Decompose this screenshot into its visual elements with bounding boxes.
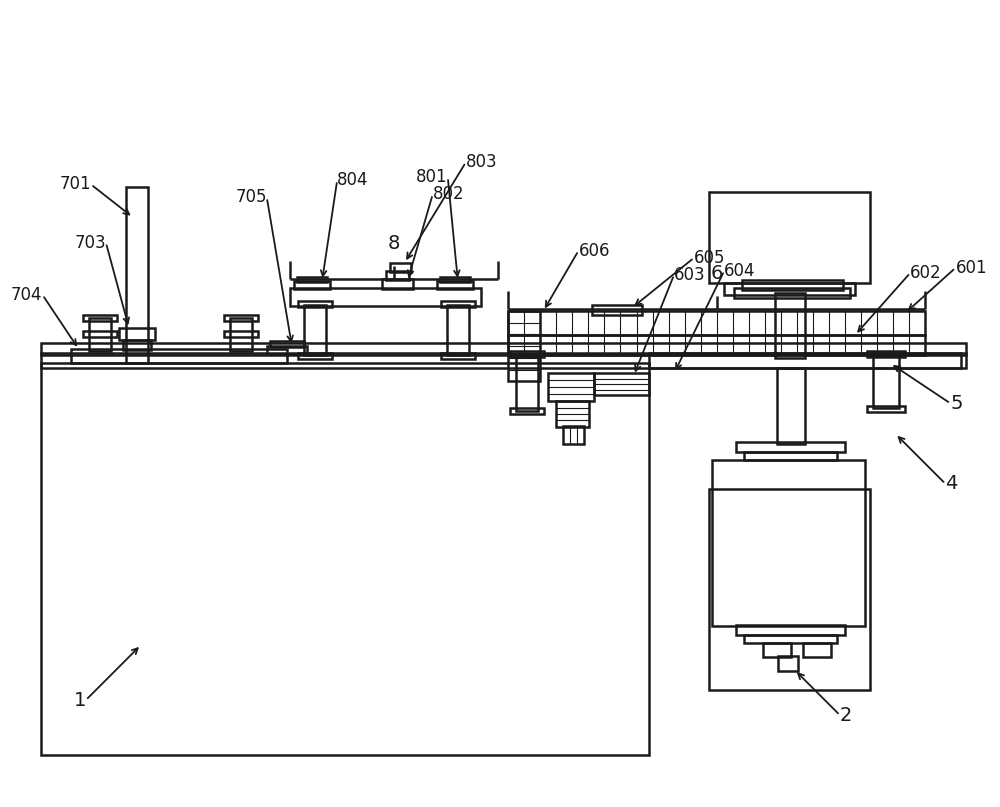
Text: 603: 603: [674, 266, 706, 284]
Bar: [298, 301, 332, 307]
Text: 803: 803: [466, 153, 498, 171]
Bar: [712, 460, 865, 625]
Bar: [709, 192, 870, 282]
Bar: [736, 441, 845, 452]
Bar: [290, 288, 481, 306]
Bar: [304, 305, 326, 355]
Bar: [563, 425, 584, 444]
Bar: [267, 346, 307, 354]
Text: 8: 8: [388, 234, 400, 253]
Bar: [41, 343, 966, 355]
Bar: [297, 277, 327, 282]
Text: 601: 601: [956, 259, 987, 277]
Bar: [390, 263, 411, 272]
Bar: [382, 278, 413, 289]
Text: 6: 6: [711, 264, 723, 282]
Bar: [224, 315, 258, 321]
Bar: [126, 187, 148, 363]
Bar: [41, 353, 966, 368]
Text: 701: 701: [59, 175, 91, 194]
Bar: [89, 318, 111, 351]
Bar: [709, 489, 870, 690]
Bar: [775, 293, 805, 358]
Bar: [778, 656, 798, 671]
Bar: [873, 355, 899, 408]
Text: 705: 705: [235, 188, 267, 207]
Bar: [447, 305, 469, 355]
Bar: [508, 311, 925, 335]
Text: 4: 4: [946, 475, 958, 493]
Bar: [867, 351, 905, 358]
Bar: [270, 341, 304, 347]
Bar: [510, 408, 544, 413]
Text: 1: 1: [73, 691, 86, 709]
Bar: [744, 635, 837, 643]
Bar: [592, 305, 642, 315]
Bar: [516, 355, 538, 411]
Bar: [594, 374, 649, 395]
Text: 606: 606: [579, 241, 610, 260]
Text: 5: 5: [951, 394, 963, 413]
Bar: [734, 288, 850, 298]
Text: 704: 704: [11, 286, 43, 304]
Bar: [556, 402, 589, 427]
Text: 801: 801: [416, 168, 448, 186]
Bar: [736, 625, 845, 635]
Text: 703: 703: [74, 233, 106, 252]
Text: 605: 605: [694, 249, 726, 266]
Bar: [298, 353, 332, 359]
Bar: [123, 340, 151, 350]
Bar: [224, 331, 258, 337]
Bar: [230, 318, 252, 351]
Bar: [508, 335, 925, 355]
Bar: [294, 281, 330, 289]
Bar: [548, 374, 594, 402]
Bar: [724, 282, 855, 295]
Bar: [867, 405, 905, 412]
Bar: [510, 351, 544, 358]
Text: 602: 602: [910, 264, 942, 282]
Text: 802: 802: [433, 186, 464, 203]
Bar: [83, 315, 117, 321]
Bar: [71, 349, 287, 363]
Bar: [437, 281, 473, 289]
Text: 604: 604: [724, 261, 756, 280]
Bar: [508, 311, 540, 382]
Bar: [649, 353, 961, 368]
Bar: [777, 368, 805, 444]
Bar: [119, 328, 155, 340]
Bar: [803, 643, 831, 657]
Bar: [742, 280, 843, 290]
Bar: [386, 271, 409, 280]
Bar: [744, 452, 837, 460]
Bar: [763, 643, 791, 657]
Bar: [41, 363, 649, 755]
Bar: [440, 277, 470, 282]
Text: 804: 804: [337, 171, 369, 190]
Bar: [441, 353, 475, 359]
Bar: [83, 331, 117, 337]
Bar: [441, 301, 475, 307]
Text: 2: 2: [840, 706, 852, 725]
